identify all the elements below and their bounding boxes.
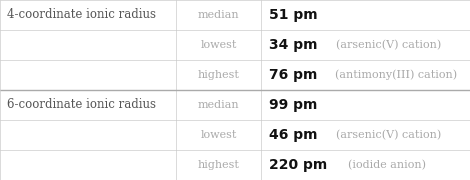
Bar — [0, 60, 470, 90]
Text: lowest: lowest — [200, 40, 237, 50]
Text: highest: highest — [197, 70, 240, 80]
Text: 220 pm: 220 pm — [269, 158, 328, 172]
Text: 34 pm: 34 pm — [269, 38, 318, 52]
Text: lowest: lowest — [200, 130, 237, 140]
Text: 46 pm: 46 pm — [269, 128, 318, 142]
Bar — [0, 150, 470, 180]
Text: (arsenic(V) cation): (arsenic(V) cation) — [336, 40, 441, 50]
Text: 51 pm: 51 pm — [269, 8, 318, 22]
Bar — [0, 0, 470, 30]
Bar — [0, 120, 470, 150]
Text: (iodide anion): (iodide anion) — [348, 160, 426, 170]
Text: (arsenic(V) cation): (arsenic(V) cation) — [336, 130, 441, 140]
Text: 4-coordinate ionic radius: 4-coordinate ionic radius — [7, 8, 156, 21]
Text: 6-coordinate ionic radius: 6-coordinate ionic radius — [7, 98, 156, 111]
Text: 99 pm: 99 pm — [269, 98, 318, 112]
Text: (antimony(III) cation): (antimony(III) cation) — [336, 70, 458, 80]
Text: median: median — [198, 10, 239, 20]
Bar — [0, 30, 470, 60]
Bar — [0, 90, 470, 120]
Text: median: median — [198, 100, 239, 110]
Text: highest: highest — [197, 160, 240, 170]
Text: 76 pm: 76 pm — [269, 68, 318, 82]
